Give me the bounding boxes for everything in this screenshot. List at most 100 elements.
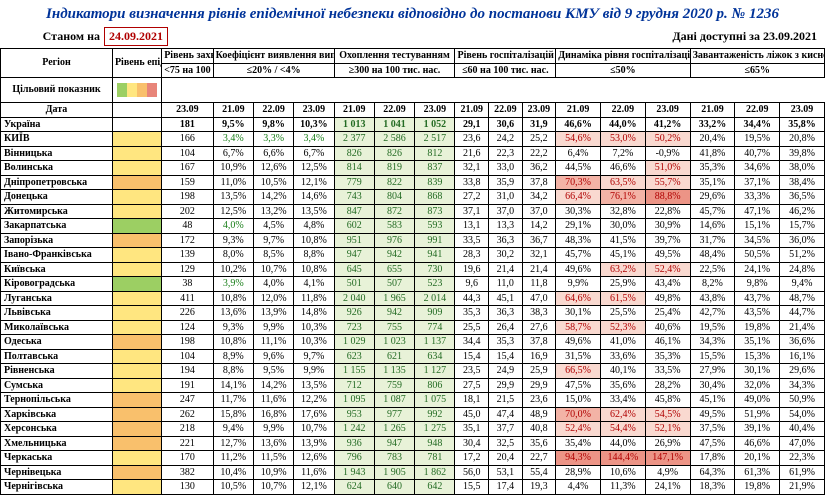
cell: 61,3% <box>735 465 780 480</box>
cell: 27,2 <box>455 190 489 205</box>
cell: 2 517 <box>415 132 455 147</box>
cell: 54,6% <box>556 132 601 147</box>
cell: 35,9 <box>489 175 523 190</box>
th-region: Регіон <box>1 49 113 78</box>
level-swatch <box>117 83 127 97</box>
th-morb-t: <75 на 100 тис. нас. <box>162 63 213 78</box>
cell: 17,6% <box>294 407 334 422</box>
cell: 9,4% <box>780 277 825 292</box>
cell: 24,8% <box>780 262 825 277</box>
cell: 781 <box>415 451 455 466</box>
th-date-lbl: Дата <box>1 103 113 118</box>
cell: 31,9 <box>522 117 556 132</box>
cell: 47,4 <box>489 407 523 422</box>
asof-date: 24.09.2021 <box>104 27 168 46</box>
cell: 1 137 <box>415 335 455 350</box>
cell: 593 <box>415 219 455 234</box>
cell: 226 <box>162 306 213 321</box>
cell: 774 <box>415 320 455 335</box>
th-o1: 21.09 <box>690 103 735 118</box>
cell: 15,7% <box>780 219 825 234</box>
cell: 1 265 <box>374 422 414 437</box>
table-row: Чернігівська13010,5%10,7%12,1%6246406421… <box>1 480 825 495</box>
cell: 37,1 <box>455 204 489 219</box>
cell: 34,4 <box>455 335 489 350</box>
cell: 32,1 <box>522 248 556 263</box>
cell: 19,5% <box>690 320 735 335</box>
th-hospdyn: Динаміка рівня госпіталізацій <box>556 49 690 64</box>
indicators-tbody: Україна1819,5%9,8%10,3%1 0131 0411 05229… <box>1 117 825 494</box>
cell: 17,2 <box>455 451 489 466</box>
cell: 12,1% <box>294 480 334 495</box>
cell: 47,0 <box>522 291 556 306</box>
cell: 32,8% <box>600 204 645 219</box>
level-cell <box>112 233 161 248</box>
level-cell <box>112 335 161 350</box>
cell: 51,9% <box>735 407 780 422</box>
cell: 2 586 <box>374 132 414 147</box>
cell: 48,9 <box>522 407 556 422</box>
region-name: Кіровоградська <box>1 277 113 292</box>
cell: 523 <box>415 277 455 292</box>
cell: 35,4% <box>556 436 601 451</box>
th-h2: 22.09 <box>489 103 523 118</box>
cell: 4,0% <box>213 219 253 234</box>
cell: 804 <box>374 190 414 205</box>
cell: 35,8% <box>780 117 825 132</box>
level-cell <box>112 277 161 292</box>
cell: 40,4% <box>780 422 825 437</box>
cell: 1 862 <box>415 465 455 480</box>
cell: 53,1 <box>489 465 523 480</box>
region-name: Одеська <box>1 335 113 350</box>
cell: 9,6% <box>253 349 293 364</box>
cell: 30,1% <box>735 364 780 379</box>
cell: 10,8% <box>294 262 334 277</box>
cell: 30,1% <box>556 306 601 321</box>
cell: 36,7 <box>522 233 556 248</box>
cell: 49,0% <box>735 393 780 408</box>
cell: 35,1% <box>690 175 735 190</box>
level-cell <box>112 436 161 451</box>
cell: 13,9% <box>253 306 293 321</box>
cell: 382 <box>162 465 213 480</box>
cell: 27,6 <box>522 320 556 335</box>
cell: 191 <box>162 378 213 393</box>
cell: 977 <box>374 407 414 422</box>
cell: 36,0% <box>780 233 825 248</box>
cell: 634 <box>415 349 455 364</box>
cell: 40,1% <box>600 364 645 379</box>
cell: 54,5% <box>645 407 690 422</box>
table-row: Львівська22613,6%13,9%14,8%92694290935,3… <box>1 306 825 321</box>
cell: 28,9% <box>556 465 601 480</box>
cell: 909 <box>415 306 455 321</box>
cell: 36,6% <box>780 335 825 350</box>
cell: 507 <box>374 277 414 292</box>
cell: 13,6% <box>253 436 293 451</box>
cell: 759 <box>374 378 414 393</box>
cell: 33,3% <box>735 190 780 205</box>
cell: 9,9% <box>294 364 334 379</box>
region-name: Донецька <box>1 190 113 205</box>
cell: 166 <box>162 132 213 147</box>
level-cell <box>112 132 161 147</box>
cell: 991 <box>415 233 455 248</box>
cell: 21,4 <box>522 262 556 277</box>
level-cell <box>112 349 161 364</box>
cell: -0,9% <box>645 146 690 161</box>
cell: 33,2% <box>690 117 735 132</box>
cell: 13,1 <box>455 219 489 234</box>
cell: 806 <box>415 378 455 393</box>
cell: 10,8% <box>294 233 334 248</box>
table-row: Київська12910,2%10,7%10,8%64565573019,62… <box>1 262 825 277</box>
cell: 31,7% <box>690 233 735 248</box>
cell: 411 <box>162 291 213 306</box>
indicators-table: Регіон Рівень епіднебезпеки Рівень захво… <box>0 48 825 495</box>
cell: 43,7% <box>735 291 780 306</box>
cell: 41,8% <box>690 146 735 161</box>
cell: 1 135 <box>374 364 414 379</box>
cell: 37,8 <box>522 335 556 350</box>
cell: 10,3% <box>294 320 334 335</box>
th-oxy: Завантаженість ліжок з киснем <box>690 49 824 64</box>
page: Індикатори визначення рівнів епідемічної… <box>0 6 825 495</box>
cell: 50,9% <box>780 393 825 408</box>
